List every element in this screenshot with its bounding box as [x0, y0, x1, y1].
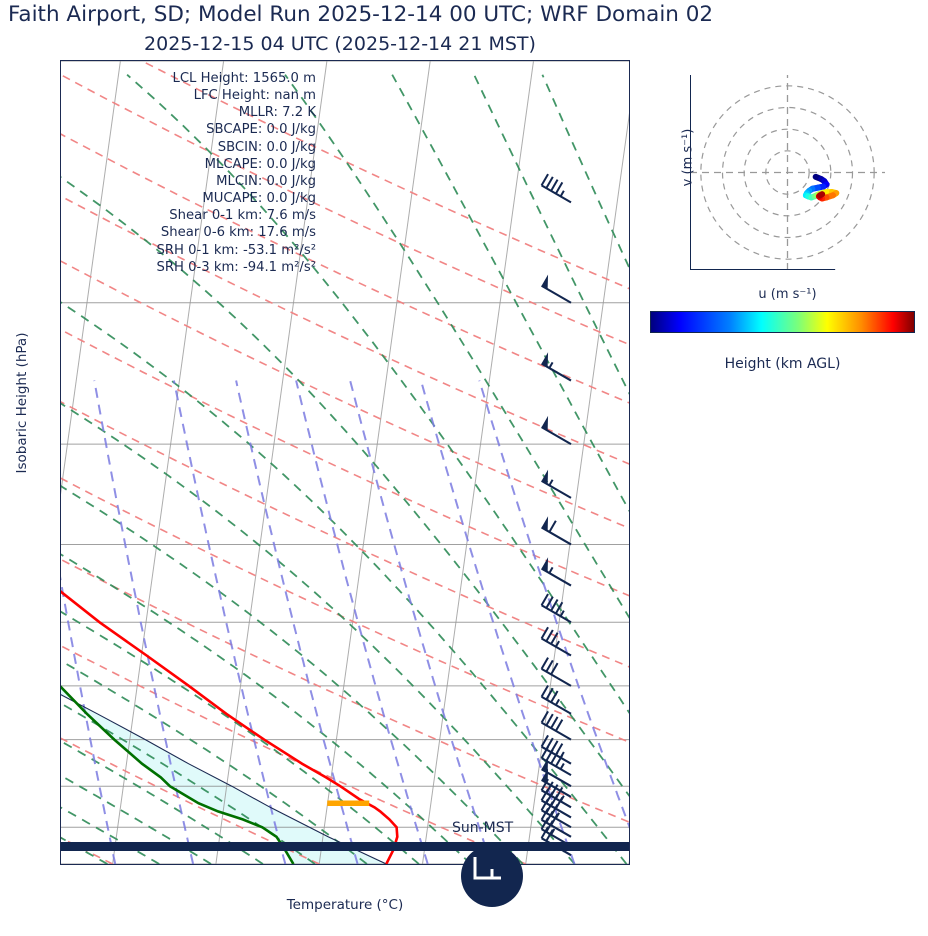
stat-line: LFC Height: nan m [193, 88, 316, 104]
stat-line: MLCAPE: 0.0 J/kg [204, 156, 316, 172]
page-title: Faith Airport, SD; Model Run 2025-12-14 … [8, 2, 714, 27]
stat-line: Shear 0-6 km: 17.6 m/s [160, 225, 316, 241]
stat-line: SBCIN: 0.0 J/kg [217, 139, 316, 155]
stat-line: SRH 0-3 km: -94.1 m²/s² [156, 259, 316, 275]
sunset-label: Sun-MST [452, 820, 514, 836]
hodograph-canvas [689, 75, 885, 273]
stat-line: LCL Height: 1565.0 m [172, 71, 316, 86]
skewt-x-axis-label: Temperature (°C) [286, 897, 404, 913]
stat-line: MLLR: 7.2 K [238, 105, 316, 121]
skewt-canvas [61, 61, 629, 864]
hodograph-x-axis-label: u (m s⁻¹) [758, 287, 817, 302]
colorbar-label: Height (km AGL) [724, 356, 841, 372]
skewt-plot [60, 60, 630, 865]
page-subtitle: 2025-12-15 04 UTC (2025-12-14 21 MST) [144, 33, 536, 55]
sounding-stats: LCL Height: 1565.0 m LFC Height: nan m MLL… [66, 70, 316, 276]
stat-line: SRH 0-1 km: -53.1 m²/s² [156, 242, 316, 258]
colorbar-ticks [0, 0, 928, 380]
stat-line: Shear 0-1 km: 7.6 m/s [169, 208, 316, 224]
stat-line: SBCAPE: 0.0 J/kg [206, 122, 316, 138]
stat-line: MLCIN: 0.0 J/kg [216, 173, 316, 189]
surface-station-marker [461, 845, 523, 907]
height-colorbar [650, 311, 915, 333]
stat-line: MUCAPE: 0.0 J/kg [202, 191, 316, 207]
hodograph-plot [689, 75, 885, 273]
